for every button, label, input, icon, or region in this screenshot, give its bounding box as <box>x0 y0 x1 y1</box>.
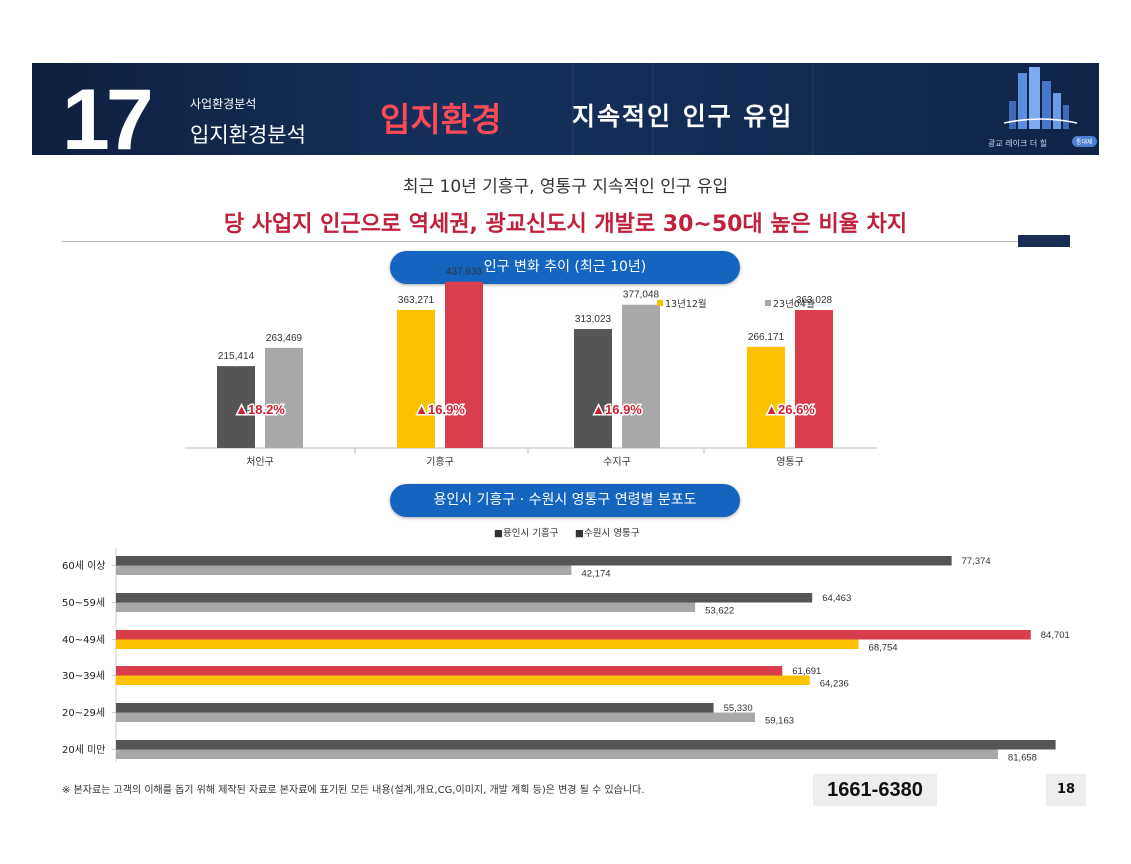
hbar-giheung <box>116 593 813 603</box>
bar-2023 <box>795 310 833 448</box>
bar-value-label: 437,633 <box>446 267 483 278</box>
legend-label: 23년04월 <box>773 298 815 310</box>
hbar-giheung <box>116 666 783 676</box>
hbar-value-label: 64,463 <box>822 593 851 604</box>
bar-value-label: 215,414 <box>218 351 255 362</box>
hbar-value-label: 64,236 <box>820 679 849 690</box>
bar-2013 <box>574 329 612 448</box>
hbar-yeongtong <box>116 639 859 649</box>
legend-swatch <box>657 300 663 306</box>
bar-2013 <box>747 346 785 448</box>
growth-rate-label: ▲18.2% <box>235 402 285 417</box>
header-banner: 17 사업환경분석 입지환경분석 입지환경 지속적인 인구 유입 광교 레이크 … <box>32 63 1099 155</box>
hbar-value-label: 42,174 <box>581 569 610 580</box>
hbar-value-label: 68,754 <box>869 643 898 654</box>
growth-rate-label: ▲16.9% <box>415 402 465 417</box>
chart2-title-pill: 용인시 기흥구 · 수원시 영통구 연령별 분포도 <box>390 484 740 517</box>
section-name: 입지환경분석 <box>190 123 306 147</box>
bar-2023 <box>445 281 483 448</box>
age-group-label: 30~39세 <box>62 670 105 682</box>
hbar-value-label: 84,701 <box>1041 630 1070 641</box>
hbar-yeongtong <box>116 749 998 759</box>
bar-value-label: 266,171 <box>748 332 785 343</box>
growth-rate-label: ▲16.9% <box>592 402 642 417</box>
hbar-value-label: 61,691 <box>792 666 821 677</box>
bar-2013 <box>397 309 435 448</box>
section-number: 17 <box>62 72 154 155</box>
hbar-giheung <box>116 703 714 713</box>
hbar-value-label: 55,330 <box>724 703 753 714</box>
hbar-yeongtong <box>116 565 572 575</box>
legend-swatch <box>765 300 771 306</box>
page-number: 18 <box>1046 774 1086 806</box>
legend-label: ■용인시 기흥구 <box>494 527 559 539</box>
bar-2023 <box>265 347 303 448</box>
category-label: 처인구 <box>246 456 274 468</box>
page-subtitle: 지속적인 인구 유입 <box>572 102 794 131</box>
phone-number[interactable]: 1661-6380 <box>813 774 937 806</box>
age-group-label: 60세 이상 <box>62 560 106 572</box>
hbar-value-label: 53,622 <box>705 606 734 617</box>
hbar-giheung <box>116 740 1056 750</box>
category-label: 영통구 <box>776 456 804 468</box>
legend-label: 13년12월 <box>665 298 707 310</box>
page-title: 입지환경 <box>380 100 502 139</box>
age-group-label: 40~49세 <box>62 634 105 646</box>
bar-value-label: 363,271 <box>398 295 435 306</box>
hbar-yeongtong <box>116 712 755 722</box>
bar-value-label: 313,023 <box>575 314 612 325</box>
legend-label: ■수원시 영통구 <box>575 528 640 539</box>
section-category: 사업환경분석 <box>190 97 257 111</box>
bar-value-label: 377,048 <box>623 290 660 301</box>
disclaimer-note: ※ 본자료는 고객의 이해를 돕기 위해 제작된 자료로 본자료에 표기된 모든… <box>62 785 645 796</box>
age-group-label: 20~29세 <box>62 707 105 719</box>
growth-rate-label: ▲26.6% <box>765 402 815 417</box>
building-logo-icon <box>1003 67 1078 129</box>
age-group-label: 50~59세 <box>62 597 105 609</box>
category-label: 기흥구 <box>426 455 454 468</box>
chart1-title-pill: 인구 변화 추이 (최근 10년) <box>390 251 740 284</box>
bar-value-label: 263,469 <box>266 333 303 344</box>
hbar-value-label: 81,658 <box>1008 753 1037 764</box>
hbar-yeongtong <box>116 675 810 685</box>
headline: 최근 10년 기흥구, 영통구 지속적인 인구 유입 <box>402 177 729 197</box>
bar-2023 <box>622 304 660 448</box>
divider <box>62 241 1069 242</box>
logo-text: 광교 레이크 더 힐 <box>988 139 1048 148</box>
hbar-giheung <box>116 630 1031 640</box>
hbar-value-label: 77,374 <box>962 556 991 567</box>
age-group-label: 20세 미만 <box>62 744 106 756</box>
logo-badge: 통대제 <box>1072 136 1097 147</box>
hbar-value-label: 59,163 <box>765 716 794 727</box>
category-label: 수지구 <box>603 456 631 468</box>
bar-value-label: 363,028 <box>796 295 833 306</box>
hbar-giheung <box>116 556 952 566</box>
bar-2013 <box>217 366 255 448</box>
subheadline: 당 사업지 인근으로 역세권, 광교신도시 개발로 30~50대 높은 비율 차… <box>223 212 908 237</box>
divider-accent <box>1018 235 1070 247</box>
hbar-yeongtong <box>116 602 696 612</box>
